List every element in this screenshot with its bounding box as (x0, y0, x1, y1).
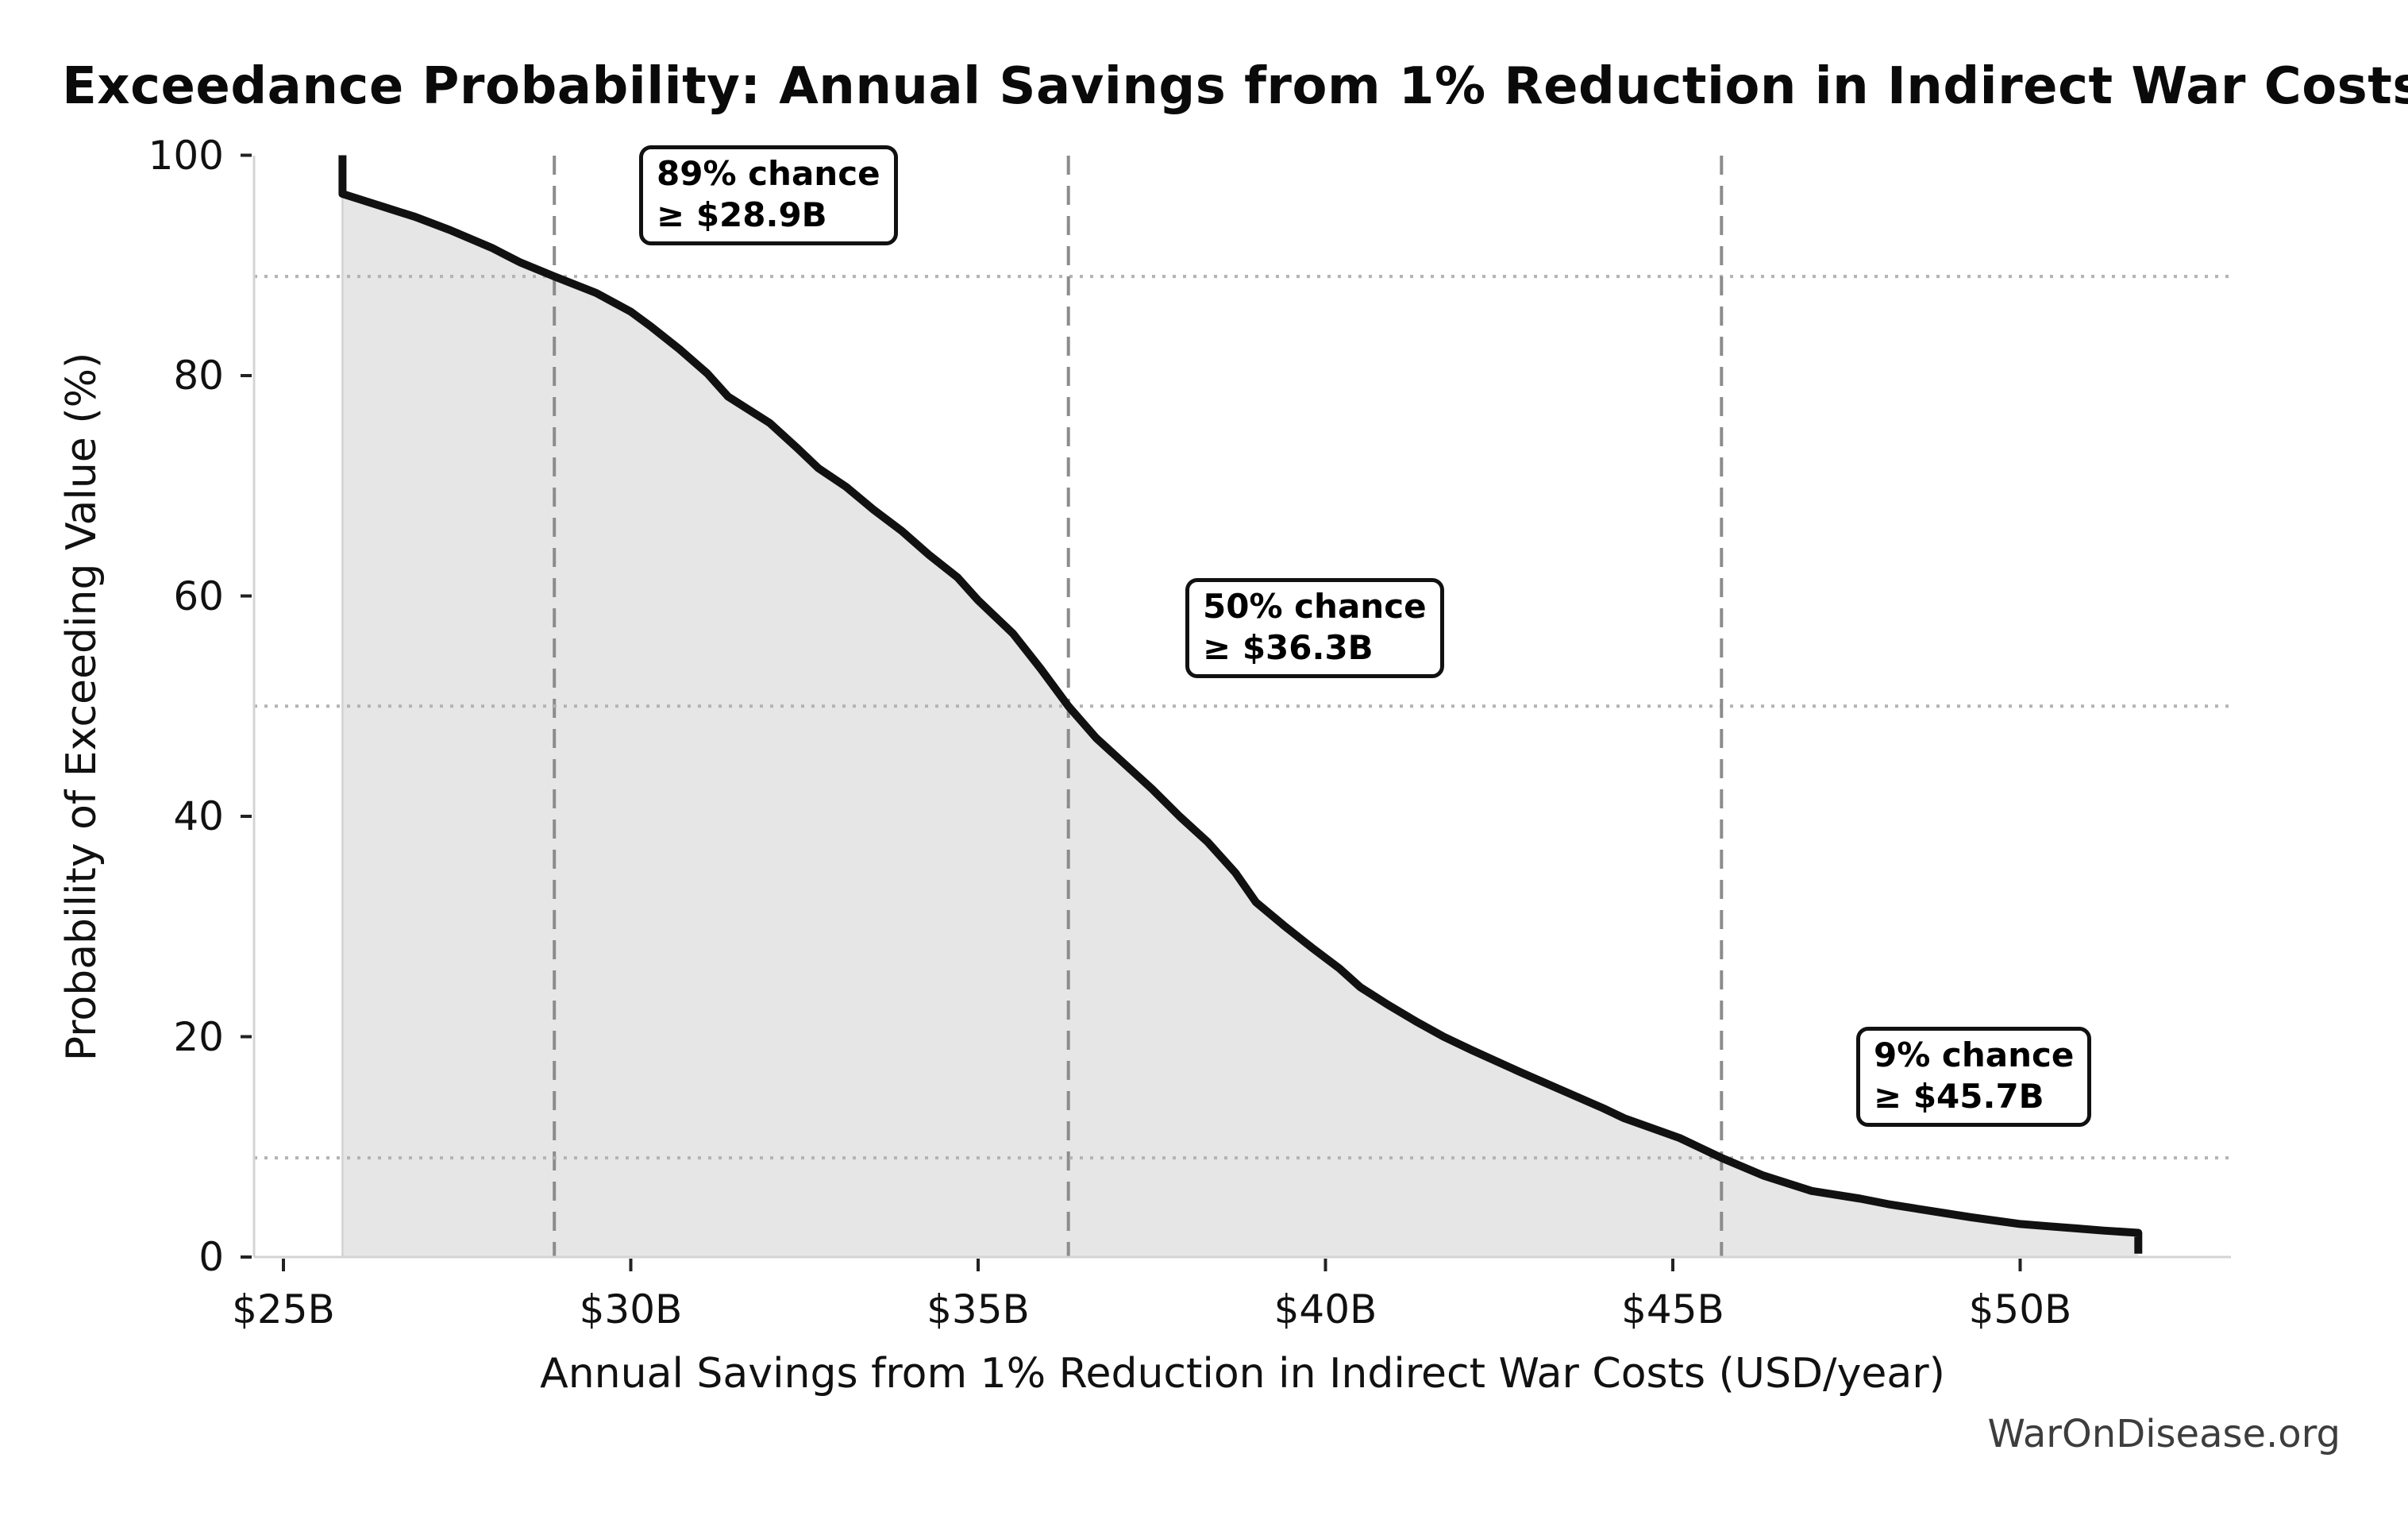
watermark-text: WarOnDisease.org (1987, 1412, 2341, 1456)
annotation-box-50-percent: 50% chance ≥ $36.3B (1185, 578, 1444, 679)
y-tick-label-100: 100 (148, 132, 224, 179)
y-axis-label: Probability of Exceeding Value (%) (58, 352, 106, 1062)
y-tick-label-20: 20 (173, 1013, 224, 1060)
x-tick-label-45: $45B (1621, 1286, 1724, 1332)
y-tick-label-40: 40 (173, 793, 224, 839)
annotation-value-text: ≥ $45.7B (1874, 1077, 2044, 1116)
x-tick-label-30: $30B (579, 1286, 683, 1332)
y-tick-label-60: 60 (173, 573, 224, 619)
exceedance-curve (338, 155, 2143, 1254)
x-tick-label-50: $50B (1968, 1286, 2072, 1332)
annotation-value-text: ≥ $28.9B (657, 195, 827, 235)
y-tick-label-0: 0 (198, 1234, 224, 1280)
chart-title: Exceedance Probability: Annual Savings f… (62, 57, 2408, 116)
y-tick-label-80: 80 (173, 353, 224, 399)
annotation-percent-text: 9% chance (1874, 1035, 2075, 1074)
x-tick-label-25: $25B (232, 1286, 335, 1332)
annotation-box-89-percent: 89% chance ≥ $28.9B (639, 145, 898, 246)
x-tick-label-40: $40B (1273, 1286, 1377, 1332)
curve-area-fill (342, 155, 2139, 1257)
annotation-percent-text: 89% chance (657, 154, 880, 193)
annotation-box-9-percent: 9% chance ≥ $45.7B (1856, 1027, 2092, 1128)
x-tick-label-35: $35B (927, 1286, 1030, 1332)
annotation-value-text: ≥ $36.3B (1203, 628, 1374, 668)
x-axis-label: Annual Savings from 1% Reduction in Indi… (540, 1350, 1945, 1398)
annotation-percent-text: 50% chance (1203, 587, 1427, 626)
